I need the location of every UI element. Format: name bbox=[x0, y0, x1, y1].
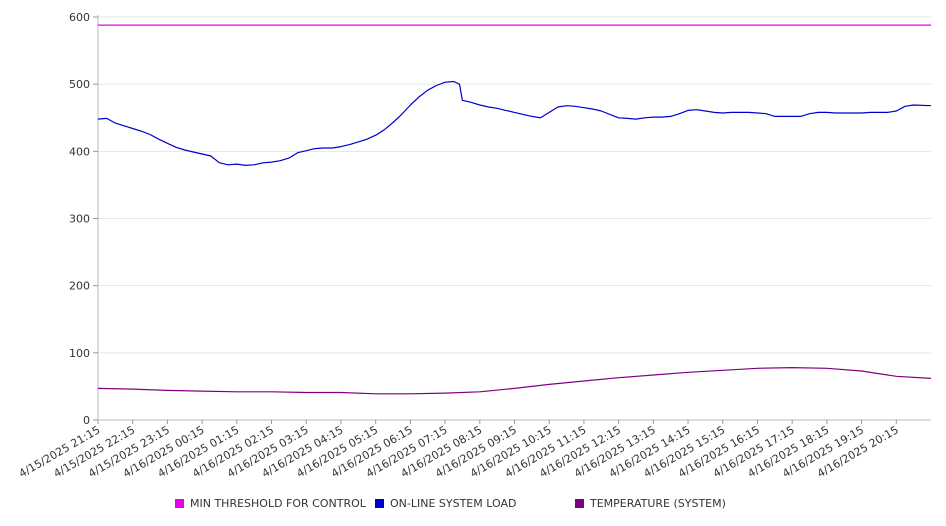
legend-item-temperature[interactable]: TEMPERATURE (SYSTEM) bbox=[575, 497, 726, 510]
x-axis-ticks: 4/15/2025 21:154/15/2025 22:154/15/2025 … bbox=[17, 420, 901, 480]
legend-swatch-temperature bbox=[575, 499, 584, 508]
legend-label-min-threshold: MIN THRESHOLD FOR CONTROL bbox=[190, 497, 366, 510]
axes bbox=[97, 15, 931, 421]
series-line-system-load bbox=[97, 80, 932, 166]
y-axis-ticks: 0 100 200 300 400 500 600 bbox=[69, 11, 98, 427]
legend-label-system-load: ON-LINE SYSTEM LOAD bbox=[390, 497, 517, 510]
legend-item-min-threshold[interactable]: MIN THRESHOLD FOR CONTROL bbox=[175, 497, 366, 510]
legend: MIN THRESHOLD FOR CONTROL ON-LINE SYSTEM… bbox=[0, 497, 946, 515]
series-lines bbox=[97, 24, 932, 395]
y-tick-label: 600 bbox=[69, 11, 90, 24]
y-tick-label: 300 bbox=[69, 213, 90, 226]
y-tick-label: 100 bbox=[69, 347, 90, 360]
y-tick-label: 400 bbox=[69, 145, 90, 158]
legend-label-temperature: TEMPERATURE (SYSTEM) bbox=[590, 497, 726, 510]
legend-item-system-load[interactable]: ON-LINE SYSTEM LOAD bbox=[375, 497, 516, 510]
y-tick-label: 200 bbox=[69, 280, 90, 293]
y-tick-label: 500 bbox=[69, 78, 90, 91]
series-line-temperature bbox=[97, 367, 932, 395]
legend-swatch-system-load bbox=[375, 499, 384, 508]
legend-swatch-min-threshold bbox=[175, 499, 184, 508]
y-tick-label: 0 bbox=[83, 414, 90, 427]
gridlines bbox=[98, 16, 931, 354]
